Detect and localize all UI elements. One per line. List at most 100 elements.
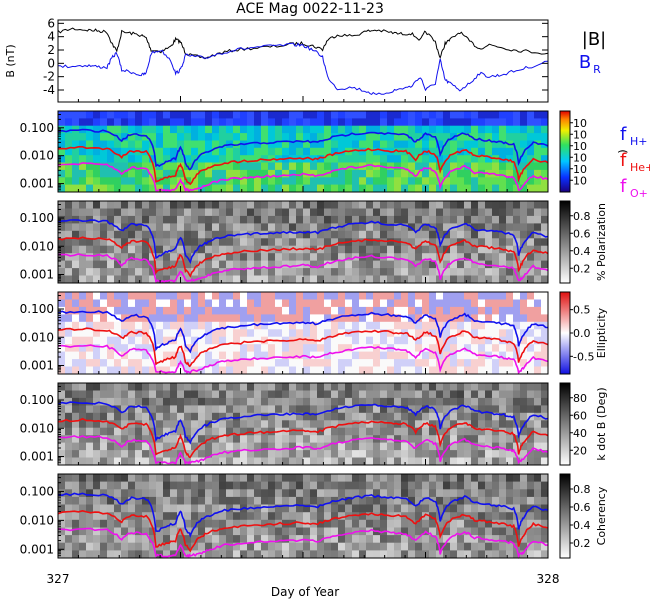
kdotb-spectrogram-cell (387, 450, 395, 459)
ellipticity-spectrogram-cell (198, 314, 206, 323)
coherency-spectrogram-cell (100, 512, 108, 521)
ellipticity-spectrogram-cell (408, 359, 416, 368)
kdotb-spectrogram-cell (247, 390, 255, 399)
coherency-spectrogram-cell (464, 489, 472, 498)
kdotb-spectrogram-cell (359, 390, 367, 399)
kdotb-spectrogram-cell (422, 390, 430, 399)
coherency-spectrogram-cell (387, 519, 395, 528)
ellipticity-spectrogram-cell (373, 329, 381, 338)
power-spectrogram-cell (275, 162, 283, 171)
ellipticity-spectrogram-cell (436, 306, 444, 315)
coherency-spectrogram-cell (65, 542, 73, 551)
coherency-spectrogram-cell (100, 496, 108, 505)
polarization-spectrogram-cell (387, 275, 395, 284)
ellipticity-spectrogram-cell (58, 336, 66, 345)
ellipticity-spectrogram-cell (247, 366, 255, 375)
kdotb-spectrogram-cell (380, 457, 388, 466)
power-spectrogram-cell (324, 147, 332, 156)
ellipticity-spectrogram-cell (415, 292, 423, 300)
power-spectrogram-cell (443, 133, 451, 141)
kdotb-spectrogram-cell (296, 435, 304, 444)
polarization-spectrogram-cell (247, 208, 255, 217)
kdotb-spectrogram-cell (233, 457, 241, 466)
polarization-spectrogram-cell (471, 238, 479, 247)
ellipticity-spectrogram-cell (492, 314, 500, 323)
coherency-spectrogram-cell (506, 550, 514, 559)
coherency-spectrogram-cell (443, 474, 451, 483)
coherency-spectrogram-cell (240, 542, 248, 551)
polarization-spectrogram-cell (107, 260, 115, 269)
kdotb-spectrogram-cell (471, 450, 479, 459)
ellipticity-spectrogram-cell (513, 299, 521, 308)
ellipticity-spectrogram-cell (387, 329, 395, 338)
kdotb-spectrogram-cell (506, 405, 514, 414)
kdotb-spectrogram-cell (205, 442, 213, 451)
ellipticity-spectrogram-cell (219, 366, 227, 375)
power-spectrogram-cell (506, 147, 514, 156)
power-spectrogram-cell (359, 184, 367, 193)
power-spectrogram-cell (233, 155, 241, 164)
coherency-spectrogram-cell (394, 489, 402, 498)
coherency-spectrogram-cell (107, 542, 115, 551)
coherency-spectrogram-cell (149, 489, 157, 498)
power-spectrogram-cell (541, 169, 549, 178)
power-spectrogram-cell (65, 125, 73, 134)
ellipticity-spectrogram-cell (170, 329, 178, 338)
ellipticity-spectrogram-cell (436, 351, 444, 360)
kdotb-spectrogram-cell (156, 442, 164, 451)
ellipticity-spectrogram-cell (513, 306, 521, 315)
coherency-spectrogram-cell (100, 481, 108, 490)
polarization-spectrogram-cell (513, 201, 521, 209)
ellipticity-spectrogram-cell (429, 359, 437, 368)
kdotb-spectrogram-cell (352, 450, 360, 459)
ellipticity-spectrogram-cell (324, 321, 332, 330)
kdotb-spectrogram-cell (380, 412, 388, 421)
power-spectrogram-cell (520, 111, 528, 119)
kdotb-spectrogram-cell (205, 427, 213, 436)
power-spectrogram-cell (506, 111, 514, 119)
polarization-spectrogram-cell (121, 268, 129, 277)
ellipticity-spectrogram-cell (296, 321, 304, 330)
kdotb-spectrogram-cell (345, 383, 353, 391)
polarization-spectrogram-cell (541, 230, 549, 239)
polarization-spectrogram-cell (478, 268, 486, 277)
kdotb-spectrogram-cell (359, 450, 367, 459)
ellipticity-spectrogram-cell (142, 314, 150, 323)
power-spectrogram-cell (100, 177, 108, 186)
coherency-spectrogram-cell (429, 481, 437, 490)
ellipticity-spectrogram-cell (499, 314, 507, 323)
ellipticity-spectrogram-cell (394, 314, 402, 323)
power-spectrogram-cell (198, 155, 206, 164)
coherency-spectrogram-cell (338, 496, 346, 505)
kdotb-spectrogram-cell (72, 457, 80, 466)
power-spectrogram-cell (254, 169, 262, 178)
ellipticity-spectrogram-cell (198, 336, 206, 345)
coherency-spectrogram-cell (282, 496, 290, 505)
kdotb-spectrogram-cell (352, 427, 360, 436)
ellipticity-spectrogram-cell (520, 306, 528, 315)
coherency-spectrogram-cell (373, 519, 381, 528)
power-spectrogram-cell (65, 140, 73, 149)
polarization-spectrogram-cell (114, 268, 122, 277)
kdotb-spectrogram-cell (58, 450, 66, 459)
polarization-spectrogram-cell (492, 215, 500, 224)
polarization-spectrogram-cell (345, 268, 353, 277)
power-spectrogram-cell (261, 147, 269, 156)
power-spectrogram-cell (65, 118, 73, 127)
ellipticity-spectrogram-cell (408, 292, 416, 300)
power-spectrogram-cell (79, 147, 87, 156)
coherency-spectrogram-cell (394, 527, 402, 536)
ellipticity-spectrogram-cell (142, 366, 150, 375)
ellipticity-spectrogram-cell (135, 351, 143, 360)
ellipticity-spectrogram-cell (240, 366, 248, 375)
kdotb-spectrogram-cell (415, 383, 423, 391)
polarization-spectrogram-cell (506, 215, 514, 224)
kdotb-spectrogram-cell (275, 442, 283, 451)
power-spectrogram-cell (93, 140, 101, 149)
coherency-spectrogram-cell (170, 489, 178, 498)
kdotb-spectrogram-cell (212, 397, 220, 406)
power-spectrogram-cell (254, 118, 262, 127)
kdotb-spectrogram-cell (450, 397, 458, 406)
polarization-spectrogram-cell (345, 230, 353, 239)
ellipticity-spectrogram-cell (450, 321, 458, 330)
